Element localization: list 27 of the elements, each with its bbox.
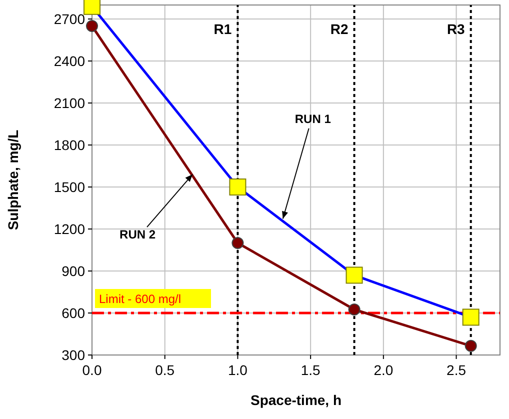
y-tick-label: 900: [62, 263, 86, 279]
point: [348, 304, 360, 316]
ref-line-label: R1: [214, 21, 232, 37]
x-tick-label: 0.5: [155, 362, 175, 378]
y-tick-label: 2100: [54, 95, 86, 111]
ref-line-label: Limit - 600 mg/l: [99, 292, 182, 306]
x-axis-title: Space-time, h: [250, 392, 342, 408]
x-tick-label: 0.0: [82, 362, 102, 378]
x-tick-label: 1.5: [300, 362, 321, 378]
y-tick-label: 600: [62, 305, 86, 321]
y-tick-label: 1800: [54, 137, 86, 153]
point: [86, 20, 98, 32]
x-tick-label: 2.0: [374, 362, 394, 378]
annotation: RUN 2: [120, 227, 156, 242]
y-tick-label: 300: [62, 347, 86, 363]
ref-line-label: R3: [446, 21, 466, 37]
x-tick-label: 2.5: [446, 362, 466, 378]
point: [232, 237, 244, 249]
y-axis-title: Sulphate, mg/L: [5, 129, 21, 230]
ref-line-label: R2: [330, 21, 348, 37]
point: [464, 340, 477, 352]
x-tick-label: 1.0: [228, 362, 248, 378]
y-tick-label: 1500: [54, 179, 86, 195]
y-tick-label: 2400: [54, 53, 86, 69]
y-tick-label: 1200: [54, 221, 86, 237]
annotation: RUN 1: [294, 112, 332, 126]
y-tick-label: 2700: [54, 11, 86, 27]
